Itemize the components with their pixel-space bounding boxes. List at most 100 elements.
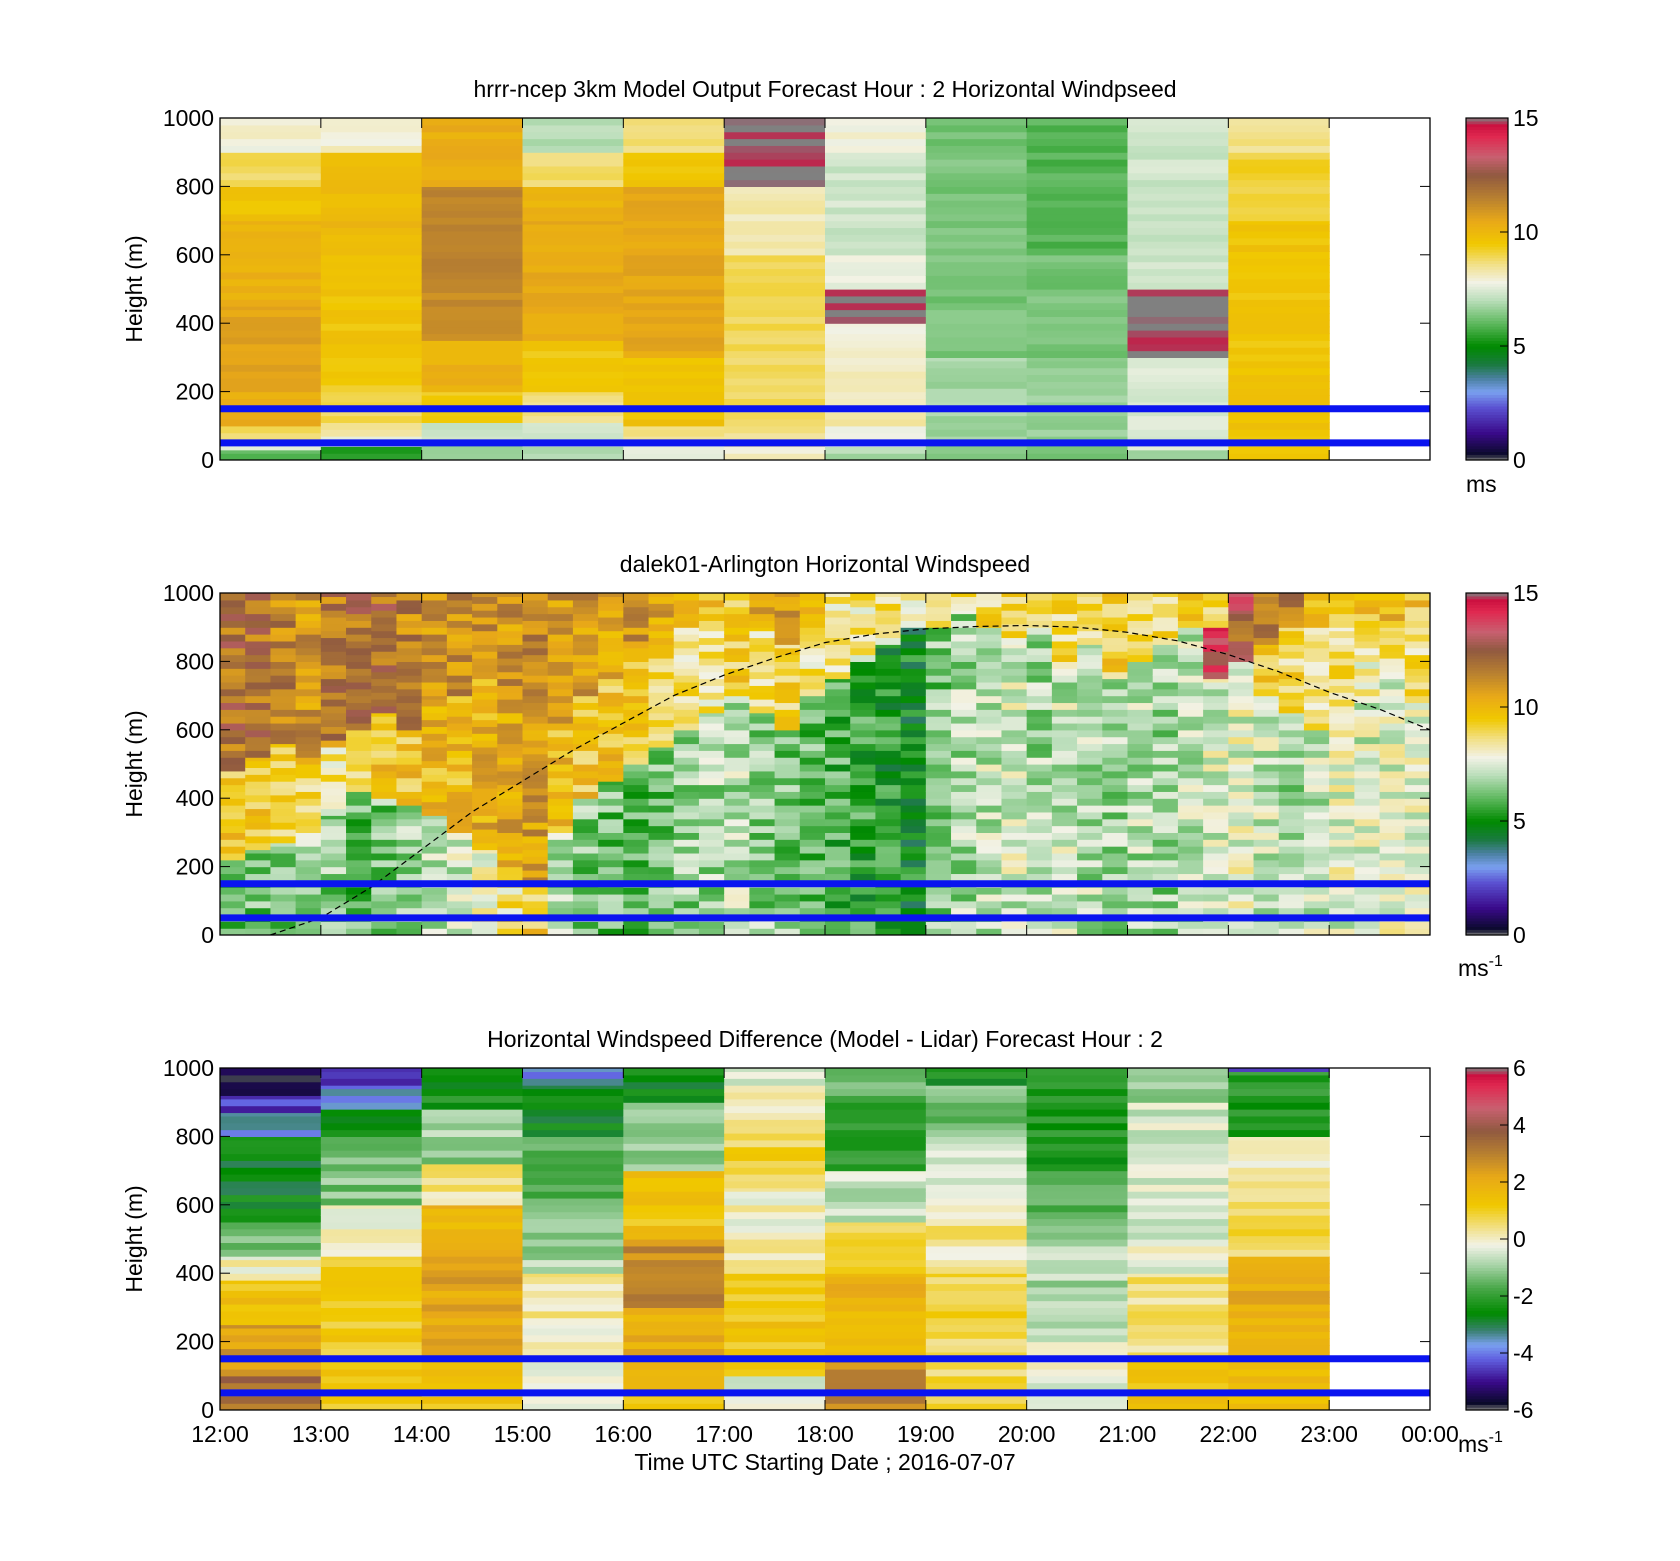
heatmap-cell	[1228, 1324, 1330, 1332]
heatmap-cell	[825, 302, 927, 311]
colorbar-swatch	[1466, 1239, 1508, 1243]
heatmap-cell	[295, 873, 322, 881]
heatmap-cell	[1228, 1382, 1330, 1391]
heatmap-cell	[522, 856, 549, 864]
heatmap-cell	[1253, 839, 1280, 847]
heatmap-cell	[925, 1191, 1028, 1199]
heatmap-cell	[623, 1129, 725, 1137]
heatmap-cell	[1203, 887, 1229, 895]
heatmap-cell	[1001, 743, 1028, 751]
colorbar-swatch	[1466, 212, 1508, 216]
heatmap-cell	[497, 764, 524, 772]
heatmap-cell	[522, 312, 624, 321]
heatmap-cell	[1329, 770, 1355, 779]
heatmap-cell	[1253, 866, 1280, 875]
heatmap-cell	[1127, 152, 1229, 160]
heatmap-cell	[825, 846, 851, 854]
colorbar-swatch	[1466, 249, 1508, 253]
heatmap-cell	[1253, 681, 1280, 690]
heatmap-cell	[220, 1242, 322, 1250]
heatmap-cell	[220, 770, 246, 779]
heatmap-cell	[371, 770, 398, 779]
heatmap-cell	[522, 1150, 624, 1158]
heatmap-cell	[320, 268, 423, 276]
heatmap-cell	[396, 866, 423, 875]
heatmap-cell	[724, 866, 750, 875]
heatmap-cell	[825, 1102, 927, 1110]
heatmap-cell	[572, 613, 599, 621]
heatmap-cell	[220, 213, 322, 222]
heatmap-cell	[1303, 825, 1330, 833]
heatmap-cell	[825, 364, 927, 372]
heatmap-cell	[522, 224, 624, 232]
heatmap-cell	[673, 928, 700, 935]
heatmap-cell	[446, 832, 473, 840]
heatmap-cell	[724, 1119, 826, 1127]
heatmap-cell	[497, 657, 524, 666]
colorbar-swatch	[1466, 903, 1508, 908]
heatmap-cell	[1203, 832, 1229, 840]
heatmap-cell	[472, 835, 498, 844]
heatmap-cell	[396, 770, 423, 779]
heatmap-cell	[1127, 227, 1229, 235]
heatmap-cell	[1051, 893, 1078, 902]
heatmap-cell	[976, 722, 1003, 731]
heatmap-cell	[1278, 627, 1305, 632]
heatmap-cell	[1001, 702, 1028, 710]
colorbar-swatch	[1466, 650, 1508, 654]
heatmap-cell	[875, 616, 902, 625]
colorbar-frame	[1465, 117, 1509, 461]
heatmap-cell	[1152, 777, 1179, 786]
heatmap-cell	[220, 1129, 322, 1137]
heatmap-cell	[1379, 678, 1406, 683]
heatmap-cell	[825, 1122, 927, 1131]
colorbar-swatch	[1466, 1139, 1508, 1143]
heatmap-cell	[1253, 709, 1280, 717]
heatmap-cell	[1354, 743, 1381, 751]
heatmap-cell	[1077, 644, 1103, 649]
heatmap-cell	[623, 1081, 725, 1090]
heatmap-cell	[850, 798, 877, 806]
colorbar-swatch	[1466, 826, 1508, 831]
heatmap-cell	[572, 627, 599, 635]
heatmap-cell	[220, 750, 246, 758]
heatmap-cell	[749, 805, 776, 813]
heatmap-cell	[1102, 757, 1129, 765]
heatmap-cell	[1278, 852, 1305, 861]
heatmap-cell	[346, 620, 372, 628]
heatmap-cell	[724, 227, 826, 235]
colorbar-swatch	[1466, 1070, 1508, 1075]
heatmap-cell	[446, 764, 473, 772]
heatmap-cell	[1303, 887, 1330, 895]
heatmap-cell	[220, 668, 246, 676]
heatmap-cell	[1228, 1362, 1330, 1370]
colorbar-swatch	[1466, 391, 1508, 396]
colorbar-swatch	[1466, 157, 1508, 162]
heatmap-cell	[522, 1136, 624, 1144]
heatmap-cell	[976, 805, 1003, 813]
heatmap-cell	[698, 722, 725, 731]
heatmap-cell	[925, 640, 952, 649]
heatmap-cell	[522, 432, 624, 441]
heatmap-cell	[1228, 743, 1255, 751]
heatmap-cell	[724, 152, 826, 160]
heatmap-cell	[1253, 623, 1280, 632]
colorbar-swatch	[1466, 926, 1508, 930]
x-tick-label: 20:00	[998, 1421, 1056, 1447]
heatmap-cell	[724, 145, 826, 153]
heatmap-cell	[825, 1115, 927, 1124]
heatmap-cell	[421, 422, 524, 430]
heatmap-cell	[1228, 627, 1255, 635]
heatmap-cell	[421, 251, 524, 259]
heatmap-cell	[220, 1341, 322, 1350]
heatmap-cell	[1127, 1068, 1229, 1076]
heatmap-cell	[320, 1321, 423, 1329]
heatmap-cell	[951, 675, 977, 683]
colorbar-swatch	[1466, 1156, 1508, 1160]
colorbar-swatch	[1466, 360, 1508, 364]
heatmap-cell	[850, 811, 877, 820]
heatmap-cell	[900, 818, 927, 827]
colorbar-swatch	[1466, 752, 1508, 757]
heatmap-cell	[749, 839, 776, 847]
heatmap-cell	[900, 681, 927, 690]
